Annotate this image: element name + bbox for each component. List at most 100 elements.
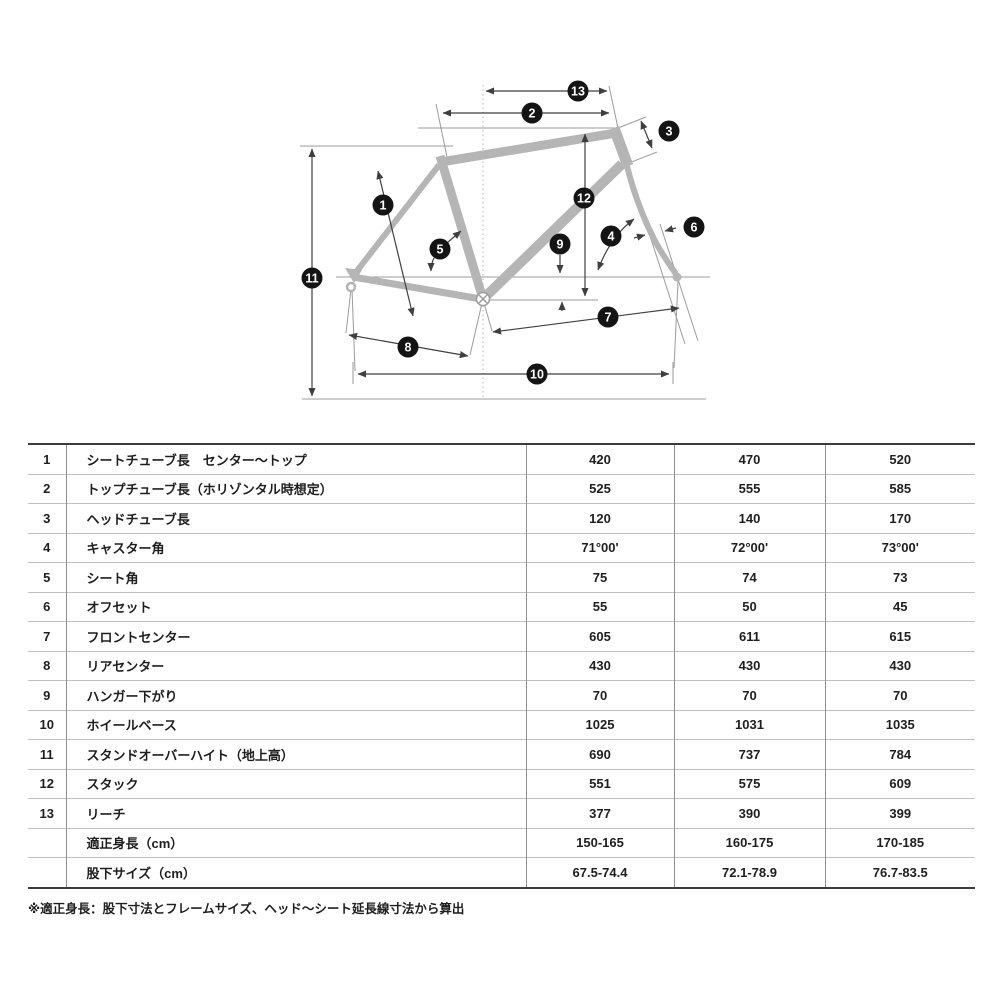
value-cell: 615 [889,628,912,644]
frame-geometry-diagram: 1 2 3 4 5 6 7 8 9 10 11 12 13 [300,80,710,400]
value-cell: 784 [889,746,912,762]
value-cell: 1031 [674,710,826,740]
value-cell: 74 [674,562,826,593]
callout-13: 13 [567,80,589,102]
row-number: 11 [28,739,67,770]
callout-11: 11 [301,267,323,289]
value-cell: 737 [674,739,826,770]
table-row: 8 リアセンター 430 430 430 [28,651,975,681]
row-label: リアセンター [66,651,527,681]
dim-offset-arrow-left [633,233,646,241]
callout-8-label: 8 [405,341,412,355]
row-label: ヘッドチューブ長 [66,503,527,534]
row-number: 6 [28,592,67,622]
row-number: 12 [28,769,67,799]
callout-8: 8 [397,336,419,358]
callout-1-label: 1 [380,199,387,213]
value-cell: 585 [889,481,912,497]
dim-seat-tube [376,170,415,317]
value-cell: 551 [526,769,675,799]
callout-1: 1 [372,194,394,216]
dim-seat-angle-arrow-up [446,230,462,244]
value-cell: 45 [893,599,908,615]
value-cell: 390 [674,798,826,829]
table-row: 2 トップチューブ長（ホリゾンタル時想定） 525 555 585 [28,474,975,504]
top-tube [440,128,617,167]
value-cell: 555 [674,474,826,504]
row-number [28,857,67,888]
table-row: 13 リーチ 377 390 399 [28,798,975,829]
row-number: 1 [28,444,67,475]
value-cell: 420 [526,444,675,475]
row-number: 5 [28,562,67,593]
front-axle-leader [673,280,679,369]
table-row: 3 ヘッドチューブ長 120 140 170 [28,503,975,534]
value-cell: 50 [674,592,826,622]
callout-7-label: 7 [605,311,612,325]
row-label: オフセット [66,592,527,622]
row-label: シートチューブ長 センター～トップ [66,444,527,475]
callout-11-label: 11 [305,272,318,286]
dim-head-tube [640,120,653,149]
seat-tube [435,154,488,301]
bike-frame [345,126,682,307]
table-row: 1 シートチューブ長 センター～トップ 420 470 520 [28,444,975,475]
value-cell: 120 [526,503,675,534]
callout-6: 6 [683,216,705,238]
rear-axle [345,281,357,293]
row-label: 適正身長（cm） [66,828,527,858]
value-cell: 76.7-83.5 [872,865,928,881]
row-label: フロントセンター [66,621,527,652]
callout-2: 2 [521,102,543,124]
value-cell: 430 [674,651,826,681]
seat-axis-extension [435,103,448,158]
offset-parallel-line [659,223,699,342]
value-cell: 430 [889,658,912,674]
bb-cross-2 [478,294,488,304]
callout-4-label: 4 [608,230,615,244]
value-cell: 70 [893,687,908,703]
value-cell: 160-175 [674,828,826,858]
value-cell: 520 [889,451,912,467]
table-row: 適正身長（cm） 150-165 160-175 170-185 [28,828,975,858]
row-number: 13 [28,798,67,829]
callout-2-label: 2 [529,107,536,121]
headtube-top-tick [617,116,647,129]
row-number: 4 [28,533,67,563]
value-cell: 1035 [885,717,915,733]
dimension-lines [308,87,680,397]
table-row: 6 オフセット 55 50 45 [28,592,975,622]
row-number: 7 [28,621,67,652]
value-cell: 170 [889,510,912,526]
chain-stay [352,273,482,303]
table-row: 股下サイズ（cm） 67.5-74.4 72.1-78.9 76.7-83.5 [28,857,975,888]
dim-front-center [492,305,680,335]
table-row: 12 スタック 551 575 609 [28,769,975,799]
callout-9: 9 [549,233,571,255]
bb-leader-rear [469,302,483,356]
row-label: スタンドオーバーハイト（地上高） [66,739,527,770]
value-cell: 611 [674,621,826,652]
geometry-spec-table: 1 シートチューブ長 センター～トップ 420 470 520 2 トップチューブ長（ホリ… [28,443,975,889]
row-label: ホイールベース [66,710,527,740]
callout-7: 7 [597,306,619,328]
value-cell: 605 [526,621,675,652]
value-cell: 70 [526,680,675,711]
row-label: ハンガー下がり [66,680,527,711]
row-number: 2 [28,474,67,504]
bb-leader-front [483,302,493,332]
value-cell: 75 [526,562,675,593]
reference-lines [300,85,710,400]
value-cell: 470 [674,444,826,475]
dim-offset-arrow-right [664,225,677,233]
callout-4: 4 [600,225,622,247]
callout-5: 5 [429,238,451,260]
value-cell: 525 [526,474,675,504]
callout-badges: 1 2 3 4 5 6 7 8 9 10 11 12 13 [301,80,705,385]
head-axis-extension [608,85,620,134]
table-row: 4 キャスター角 71°00' 72°00' 73°00' [28,533,975,563]
callout-12: 12 [573,187,595,209]
callout-10: 10 [526,363,548,385]
value-cell: 430 [526,651,675,681]
